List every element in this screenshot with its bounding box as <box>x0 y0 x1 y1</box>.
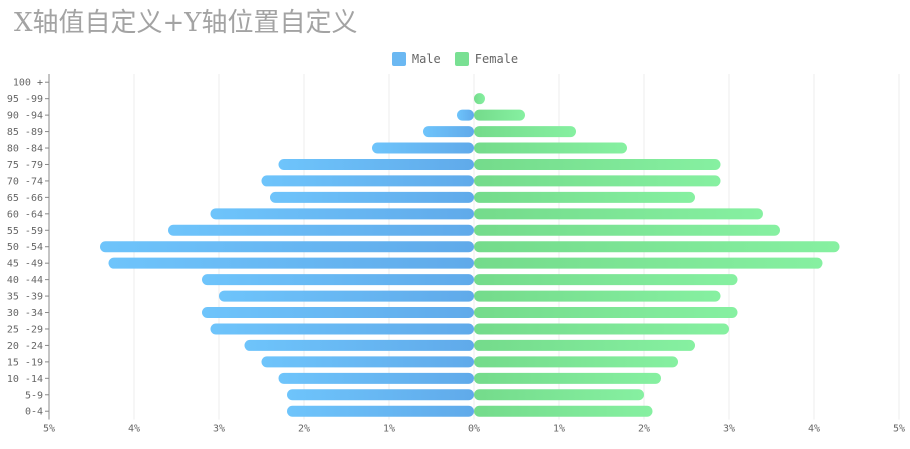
y-tick-label: 0-4 <box>25 407 43 418</box>
x-tick-label: 1% <box>383 423 395 434</box>
y-tick-label: 10 -14 <box>7 374 43 385</box>
x-tick-label: 2% <box>638 423 650 434</box>
bar-female[interactable] <box>474 290 721 302</box>
y-tick-label: 15 -19 <box>7 357 43 368</box>
bar-female[interactable] <box>474 175 721 187</box>
legend-item-female[interactable]: Female <box>454 52 519 66</box>
bar-male[interactable] <box>202 274 474 286</box>
y-tick-label: 85 -89 <box>7 127 43 138</box>
y-tick-label: 45 -49 <box>7 259 43 270</box>
bar-female[interactable] <box>474 339 695 351</box>
bar-female[interactable] <box>474 158 721 170</box>
x-tick-label: 4% <box>808 423 820 434</box>
bar-male[interactable] <box>219 290 474 302</box>
bar-female[interactable] <box>474 372 661 384</box>
bar-male[interactable] <box>270 191 474 203</box>
legend-swatch-male <box>391 52 406 66</box>
bar-female[interactable] <box>474 405 653 417</box>
bar-male[interactable] <box>278 372 475 384</box>
y-tick-label: 50 -54 <box>7 242 43 253</box>
bar-male[interactable] <box>244 339 475 351</box>
y-tick-label: 55 -59 <box>7 226 43 237</box>
bar-male[interactable] <box>261 356 475 368</box>
bar-female[interactable] <box>474 389 644 401</box>
y-tick-label: 25 -29 <box>7 324 43 335</box>
bar-female[interactable] <box>474 241 840 253</box>
bar-male[interactable] <box>210 208 475 220</box>
x-tick-label: 4% <box>128 423 140 434</box>
x-tick-label: 2% <box>298 423 310 434</box>
x-tick-label: 5% <box>893 423 905 434</box>
y-tick-label: 40 -44 <box>7 275 43 286</box>
bar-male[interactable] <box>168 224 474 236</box>
y-tick-label: 60 -64 <box>7 209 43 220</box>
y-tick-label: 95 -99 <box>7 94 43 105</box>
bar-male[interactable] <box>457 109 474 121</box>
bar-male[interactable] <box>108 257 475 269</box>
bar-female[interactable] <box>474 109 525 121</box>
bar-male[interactable] <box>287 389 474 401</box>
x-tick-label: 5% <box>43 423 55 434</box>
y-tick-label: 65 -66 <box>7 193 43 204</box>
y-tick-label: 80 -84 <box>7 144 43 155</box>
legend-item-male[interactable]: Male <box>391 52 441 66</box>
bar-female[interactable] <box>474 126 576 138</box>
bar-male[interactable] <box>372 142 474 154</box>
bar-male[interactable] <box>100 241 474 253</box>
bar-male[interactable] <box>261 175 475 187</box>
legend-label-female: Female <box>474 52 519 66</box>
chart-title: X轴值自定义+Y轴位置自定义 <box>14 8 358 38</box>
legend-swatch-female <box>454 52 469 66</box>
y-tick-label: 90 -94 <box>7 111 43 122</box>
x-tick-label: 3% <box>213 423 225 434</box>
bar-female[interactable] <box>474 356 678 368</box>
x-tick-label: 3% <box>723 423 735 434</box>
x-tick-label: 0% <box>468 423 480 434</box>
bar-male[interactable] <box>202 307 474 319</box>
bar-male[interactable] <box>423 126 474 138</box>
legend: Male Female <box>0 50 910 68</box>
bar-female[interactable] <box>474 93 485 105</box>
bar-female[interactable] <box>474 142 627 154</box>
x-tick-label: 1% <box>553 423 565 434</box>
bar-female[interactable] <box>474 274 738 286</box>
legend-label-male: Male <box>411 52 441 66</box>
y-tick-label: 20 -24 <box>7 341 43 352</box>
y-tick-label: 35 -39 <box>7 292 43 303</box>
bar-male[interactable] <box>210 323 475 335</box>
bar-female[interactable] <box>474 208 763 220</box>
y-tick-label: 5-9 <box>25 390 43 401</box>
bar-male[interactable] <box>287 405 474 417</box>
y-tick-label: 75 -79 <box>7 160 43 171</box>
bar-female[interactable] <box>474 224 780 236</box>
y-tick-label: 70 -74 <box>7 176 43 187</box>
y-tick-label: 100 + <box>13 78 43 89</box>
bar-female[interactable] <box>474 191 695 203</box>
bar-female[interactable] <box>474 307 738 319</box>
bar-female[interactable] <box>474 323 729 335</box>
y-tick-label: 30 -34 <box>7 308 43 319</box>
bar-female[interactable] <box>474 257 823 269</box>
bar-male[interactable] <box>278 158 475 170</box>
